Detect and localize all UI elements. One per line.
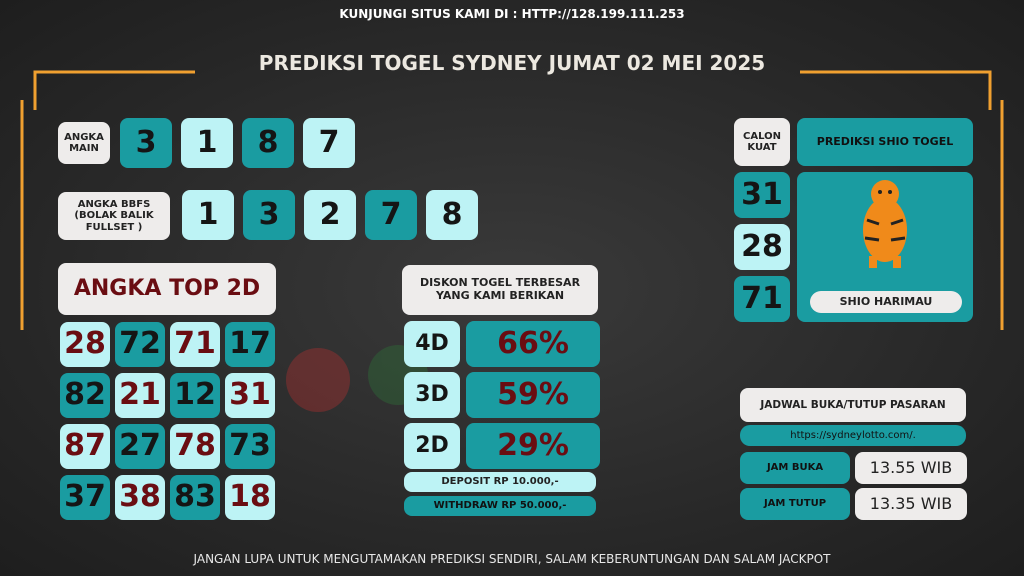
number-tile: 28 — [60, 322, 110, 367]
open-label: JAM BUKA — [740, 452, 850, 484]
discount-value: 29% — [466, 423, 600, 469]
digit-tile: 3 — [243, 190, 295, 240]
deposit: DEPOSIT RP 10.000,- — [404, 472, 596, 492]
number-tile: 83 — [170, 475, 220, 520]
digit-tile: 1 — [181, 118, 233, 168]
jadwal-title: JADWAL BUKA/TUTUP PASARAN — [740, 388, 966, 422]
close-time: 13.35 WIB — [855, 488, 967, 520]
digit-tile: 8 — [242, 118, 294, 168]
number-tile: 78 — [170, 424, 220, 469]
withdraw: WITHDRAW RP 50.000,- — [404, 496, 596, 516]
frame-corner — [33, 70, 195, 110]
digit-tile: 3 — [120, 118, 172, 168]
market-url: https://sydneylotto.com/. — [740, 425, 966, 446]
diskon-title: DISKON TOGEL TERBESAR YANG KAMI BERIKAN — [402, 265, 598, 315]
angka-main-label: ANGKA MAIN — [58, 122, 110, 164]
close-label: JAM TUTUP — [740, 488, 850, 520]
calon-kuat-label: CALON KUAT — [734, 118, 790, 166]
number-tile: 73 — [225, 424, 275, 469]
bbfs-label: ANGKA BBFS (BOLAK BALIK FULLSET ) — [58, 192, 170, 240]
site-link: KUNJUNGI SITUS KAMI DI : HTTP://128.199.… — [339, 7, 685, 22]
number-tile: 87 — [60, 424, 110, 469]
number-tile: 31 — [734, 172, 790, 218]
number-tile: 12 — [170, 373, 220, 418]
open-time: 13.55 WIB — [855, 452, 967, 484]
market-label: 3D — [404, 372, 460, 418]
digit-tile: 2 — [304, 190, 356, 240]
shio-title: PREDIKSI SHIO TOGEL — [797, 118, 973, 166]
number-tile: 27 — [115, 424, 165, 469]
discount-value: 59% — [466, 372, 600, 418]
discount-value: 66% — [466, 321, 600, 367]
top-2d-title: ANGKA TOP 2D — [58, 263, 276, 315]
number-tile: 71 — [734, 276, 790, 322]
number-tile: 82 — [60, 373, 110, 418]
title: PREDIKSI TOGEL SYDNEY JUMAT 02 MEI 2025 — [258, 50, 766, 75]
number-tile: 21 — [115, 373, 165, 418]
market-label: 2D — [404, 423, 460, 469]
tiger-icon — [863, 180, 907, 268]
number-tile: 72 — [115, 322, 165, 367]
digit-tile: 1 — [182, 190, 234, 240]
number-tile: 17 — [225, 322, 275, 367]
digit-tile: 7 — [365, 190, 417, 240]
digit-tile: 8 — [426, 190, 478, 240]
frame-corner — [800, 70, 992, 110]
market-label: 4D — [404, 321, 460, 367]
number-tile: 37 — [60, 475, 110, 520]
number-tile: 18 — [225, 475, 275, 520]
digit-tile: 7 — [303, 118, 355, 168]
number-tile: 71 — [170, 322, 220, 367]
number-tile: 28 — [734, 224, 790, 270]
footer-note: JANGAN LUPA UNTUK MENGUTAMAKAN PREDIKSI … — [193, 552, 831, 567]
shio-name: SHIO HARIMAU — [810, 291, 962, 313]
number-tile: 38 — [115, 475, 165, 520]
number-tile: 31 — [225, 373, 275, 418]
